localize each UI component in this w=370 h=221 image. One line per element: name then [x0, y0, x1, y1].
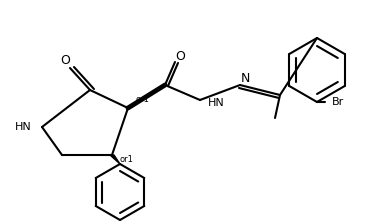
Text: HN: HN [15, 122, 32, 132]
Text: O: O [175, 51, 185, 63]
Text: HN: HN [208, 98, 225, 108]
Text: O: O [60, 53, 70, 67]
Text: N: N [240, 72, 250, 84]
Text: or1: or1 [120, 156, 134, 164]
Text: Br: Br [332, 97, 344, 107]
Text: or1: or1 [136, 95, 150, 105]
Polygon shape [110, 155, 120, 164]
